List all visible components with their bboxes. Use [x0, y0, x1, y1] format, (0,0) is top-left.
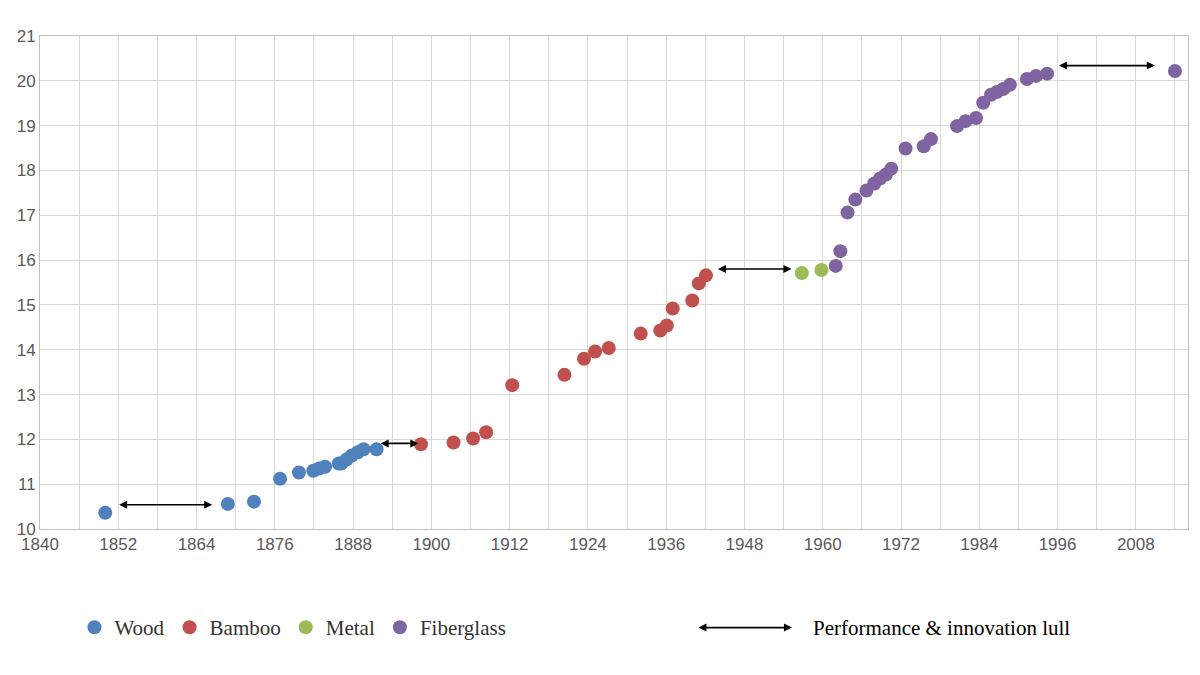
svg-text:Wood: Wood [114, 616, 164, 640]
svg-text:1900: 1900 [412, 535, 450, 554]
svg-text:14: 14 [17, 341, 36, 360]
svg-text:11: 11 [18, 475, 36, 494]
svg-text:1864: 1864 [178, 535, 216, 554]
svg-text:15: 15 [17, 296, 36, 315]
svg-text:Metal: Metal [326, 616, 375, 640]
svg-text:1876: 1876 [256, 535, 294, 554]
svg-text:10: 10 [17, 520, 36, 539]
svg-text:1984: 1984 [960, 535, 998, 554]
svg-text:13: 13 [17, 386, 36, 405]
svg-text:16: 16 [17, 251, 36, 270]
svg-text:1960: 1960 [804, 535, 842, 554]
svg-text:1936: 1936 [647, 535, 685, 554]
svg-text:Bamboo: Bamboo [210, 616, 281, 640]
svg-text:1888: 1888 [334, 535, 372, 554]
svg-text:20: 20 [17, 72, 36, 91]
svg-text:1996: 1996 [1039, 535, 1077, 554]
svg-text:1852: 1852 [99, 535, 137, 554]
svg-text:18: 18 [17, 161, 36, 180]
svg-text:2008: 2008 [1117, 535, 1155, 554]
svg-text:21: 21 [17, 27, 36, 46]
svg-text:1948: 1948 [726, 535, 764, 554]
svg-text:1840: 1840 [21, 535, 59, 554]
svg-text:Performance & innovation lull: Performance & innovation lull [813, 616, 1070, 640]
svg-text:1972: 1972 [882, 535, 920, 554]
svg-text:Fiberglass: Fiberglass [420, 616, 506, 640]
svg-text:1912: 1912 [491, 535, 529, 554]
svg-text:1924: 1924 [569, 535, 607, 554]
svg-text:17: 17 [17, 206, 36, 225]
svg-text:12: 12 [17, 430, 36, 449]
svg-text:19: 19 [17, 117, 36, 136]
